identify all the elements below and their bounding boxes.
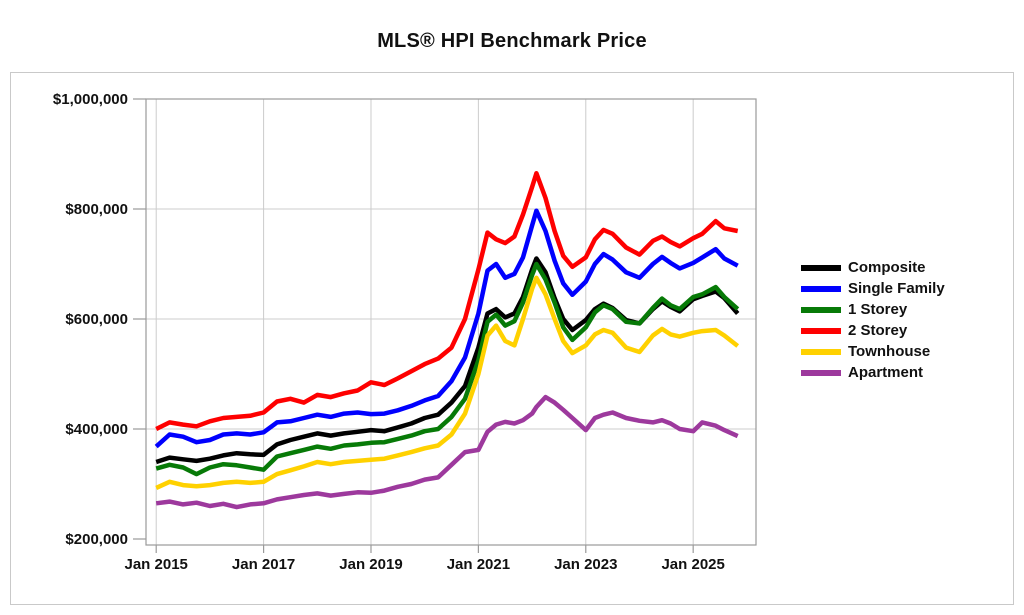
y-tick-label: $400,000 <box>65 421 128 438</box>
legend-item-apartment: Apartment <box>801 364 1011 381</box>
y-tick-label: $800,000 <box>65 201 128 218</box>
legend-swatch <box>801 369 841 376</box>
legend-label: Single Family <box>848 280 945 297</box>
series-line-2-storey <box>155 171 739 432</box>
series-line-composite <box>155 256 740 465</box>
legend-label: 1 Storey <box>848 301 908 318</box>
x-tick-label: Jan 2023 <box>554 556 617 573</box>
y-tick-label: $1,000,000 <box>53 91 128 108</box>
x-tick-label: Jan 2017 <box>232 556 295 573</box>
legend-label: Composite <box>848 259 926 276</box>
x-tick-label: Jan 2021 <box>447 556 510 573</box>
series-line-1-storey <box>155 261 740 477</box>
series-line-townhouse <box>155 275 740 490</box>
x-tick-label: Jan 2015 <box>125 556 188 573</box>
plot-frame <box>145 98 757 546</box>
series-line-apartment <box>155 394 739 510</box>
legend-swatch <box>801 264 841 271</box>
legend-item-composite: Composite <box>801 259 1011 276</box>
legend: Composite Single Family 1 Storey 2 Storey To… <box>801 259 1011 381</box>
legend-swatch <box>801 348 841 355</box>
y-tick-label: $200,000 <box>65 531 128 548</box>
legend-item-townhouse: Townhouse <box>801 343 1011 360</box>
legend-item-single-family: Single Family <box>801 280 1011 297</box>
legend-label: 2 Storey <box>848 322 908 339</box>
legend-swatch <box>801 285 841 292</box>
legend-swatch <box>801 327 841 334</box>
series-line-single-family <box>154 208 739 449</box>
x-tick-label: Jan 2019 <box>339 556 402 573</box>
chart-frame-box <box>10 72 1014 605</box>
chart-title: MLS® HPI Benchmark Price <box>377 30 647 52</box>
legend-item-1-storey: 1 Storey <box>801 301 1011 318</box>
x-tick-label: Jan 2025 <box>661 556 724 573</box>
legend-item-2-storey: 2 Storey <box>801 322 1011 339</box>
legend-swatch <box>801 306 841 313</box>
legend-label: Apartment <box>848 364 924 381</box>
y-tick-label: $600,000 <box>65 311 128 328</box>
legend-label: Townhouse <box>848 343 931 360</box>
